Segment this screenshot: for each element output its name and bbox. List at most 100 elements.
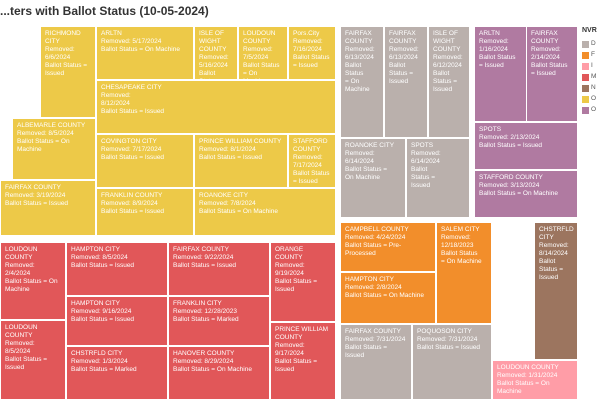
tile-label-line: 5/16/2024 [199, 62, 228, 69]
treemap-tile[interactable]: RICHMOND CITY Removed: 6/6/2024 Ballot Stat… [40, 26, 96, 118]
legend-item[interactable]: D [582, 40, 600, 49]
treemap-tile[interactable]: FAIRFAX COUNTY Removed: 7/31/2024 Ballot S… [340, 324, 412, 400]
treemap-tile[interactable]: ROANOKE CITY Removed: 6/14/2024 Ballot Stat… [340, 138, 406, 218]
treemap-tile[interactable]: FRANKLIN COUNTY Removed: 8/9/2024 Ballot S… [96, 188, 194, 236]
tile-label-line: 6/14/2024 [411, 158, 440, 165]
treemap-tile[interactable]: HANOVER COUNTY Removed: 8/29/2024 Ballot S… [168, 346, 270, 400]
tile-label-line: FAIRFAX [389, 30, 416, 37]
tile-label-line: Removed: [275, 342, 305, 349]
treemap-tile[interactable]: POQUOSON CITY Removed: 7/31/2024 Ballot St… [412, 324, 492, 400]
legend-label: F [591, 51, 595, 58]
tile-label-line: Ballot Status [441, 250, 478, 257]
tile-label-line: Removed: 2/8/2024 [345, 284, 402, 291]
tile-label-line: Ballot Status = [275, 278, 318, 285]
treemap-tile[interactable]: SPOTS Removed: 2/13/2024 Ballot Status = I… [474, 122, 578, 170]
legend-item[interactable]: I [582, 62, 600, 71]
treemap-tile[interactable]: ISLE OF WIGHT COUNTY Removed: 6/12/2024 Ballo… [428, 26, 470, 138]
tile-label-line: PRINCE WILLIAM [275, 326, 329, 333]
tile-label-line: COUNTY [433, 46, 461, 53]
treemap-tile[interactable]: CAMPBELL COUNTY Removed: 4/24/2024 Ballot … [340, 222, 436, 272]
treemap-tile[interactable]: CHSTRFLD CITY Removed: 8/14/2024 Ballot Statu… [534, 222, 578, 360]
tile-label-line: WIGHT [199, 38, 221, 45]
tile-label-line: ISLE OF [199, 30, 224, 37]
tile-label-line: CHSTRFLD CITY [71, 350, 123, 357]
legend-item[interactable]: F [582, 51, 600, 60]
tile-label-line: Ballot Status = On Machine [199, 208, 278, 215]
treemap-tile[interactable]: PRINCE WILLIAM COUNTY Removed: 8/1/2024 Ba… [194, 134, 288, 188]
treemap-tile[interactable]: HAMPTON CITY Removed: 9/16/2024 Ballot Sta… [66, 296, 168, 346]
treemap-tile[interactable]: HAMPTON CITY Removed: 2/8/2024 Ballot Stat… [340, 272, 436, 324]
tile-label-line: Removed: 7/31/2024 [345, 336, 406, 343]
tile-label-line: Ballot Status = [5, 356, 48, 363]
tile-label-line: ISLE OF [433, 30, 458, 37]
treemap-tile[interactable]: FAIRFAX COUNTY Removed: 6/13/2024 Ballot Sta… [340, 26, 384, 138]
treemap-tile[interactable]: SPOTS Removed: 6/14/2024 Ballot Status = Issu… [406, 138, 470, 218]
treemap-tile[interactable]: FAIRFAX COUNTY Removed: 2/14/2024 Ballot Sta… [526, 26, 578, 122]
tile-label-line: Ballot Status = Issued [101, 208, 165, 215]
treemap-tile[interactable]: ORANGE COUNTY Removed: 9/19/2024 Ballot Sta… [270, 242, 336, 322]
tile-label-line: 9/19/2024 [275, 270, 304, 277]
tile-label-line: LOUDOUN COUNTY [5, 324, 38, 339]
tile-label-line: Ballot Status = Issued [173, 262, 237, 269]
tile-label-line: FAIRFAX [345, 30, 372, 37]
tile-label-line: Removed: 7/8/2024 [199, 200, 256, 207]
legend-swatch [582, 85, 589, 92]
tile-label-line: = Issued [479, 62, 504, 69]
treemap-tile[interactable]: SALEM CITY Removed: 12/18/2023 Ballot Statu… [436, 222, 492, 324]
tile-label-line: Removed: 8/5/2024 [17, 130, 74, 137]
treemap-tile[interactable]: STAFFORD COUNTY Removed: 7/17/2024 Ballot St… [288, 134, 336, 188]
treemap-tile[interactable]: LOUDOUN COUNTY Removed: 1/31/2024 Ballot S… [492, 360, 578, 400]
tile-label-line: Ballot [389, 62, 406, 69]
treemap-tile[interactable]: FAIRFAX COUNTY Removed: 9/22/2024 Ballot S… [168, 242, 270, 296]
treemap-tile[interactable]: HAMPTON CITY Removed: 8/5/2024 Ballot Stat… [66, 242, 168, 296]
tile-label-line: Ballot Status [199, 70, 217, 79]
tile-label-line: Ballot Status = Issued [479, 142, 543, 149]
tile-label-line: 6/14/2024 [345, 158, 374, 165]
tile-label-line: Ballot Status = On Machine [101, 46, 180, 53]
treemap-tile[interactable]: Pors.City Removed: 7/16/2024 Ballot Status =… [288, 26, 336, 80]
treemap-tile[interactable]: LOUDOUN COUNTY Removed: 8/5/2024 Ballot St… [0, 320, 66, 400]
treemap-tile[interactable]: STAFFORD COUNTY Removed: 3/13/2024 Ballot … [474, 170, 578, 218]
treemap-tile[interactable]: CHESAPEAKE CITY Removed: 8/12/2024 Ballot S… [96, 80, 336, 134]
treemap-tile[interactable]: FAIRFAX COUNTY Removed: 3/19/2024 Ballot S… [0, 180, 96, 236]
tile-label-line: Removed: [539, 242, 569, 249]
tile-label-line: Ballot Status = Marked [71, 366, 137, 373]
legend-swatch [582, 107, 589, 114]
treemap-tile[interactable]: FAIRFAX COUNTY Removed: 6/13/2024 Ballot Stat… [384, 26, 428, 138]
tile-label-line: Ballot Status [243, 62, 280, 69]
treemap-tile[interactable]: ALBEMARLE COUNTY Removed: 8/5/2024 Ballot … [12, 118, 96, 180]
tile-label-line: FAIRFAX COUNTY [345, 328, 401, 335]
tile-label-line: Removed: 7/17/2024 [101, 146, 162, 153]
tile-label-line: FRANKLIN CITY [173, 300, 222, 307]
tile-label-line: ROANOKE CITY [345, 142, 395, 149]
treemap-tile[interactable]: LOUDOUN COUNTY Removed: 2/4/2024 Ballot St… [0, 242, 66, 320]
tile-label-line: Ballot Status = Issued [101, 154, 165, 161]
treemap-tile[interactable]: PRINCE WILLIAM COUNTY Removed: 9/17/2024 Bal… [270, 322, 336, 400]
tile-label-line: Removed: 1/3/2024 [71, 358, 128, 365]
tile-label-line: Machine [243, 78, 283, 79]
tile-label-line: FAIRFAX COUNTY [5, 184, 61, 191]
tile-label-line: Issued [275, 366, 295, 373]
treemap-tile[interactable]: ISLE OF WIGHT COUNTY Removed: 5/16/2024 Ballo… [194, 26, 238, 80]
treemap-tile[interactable]: FRANKLIN CITY Removed: 12/28/2023 Ballot S… [168, 296, 270, 346]
tile-label-line: RICHMOND CITY [45, 30, 81, 45]
tile-label-line: Removed: 8/1/2024 [199, 146, 256, 153]
treemap-tile[interactable]: LOUDOUN COUNTY Removed: 7/5/2024 Ballot Stat… [238, 26, 288, 80]
tile-label-line: Ballot Status = Marked [173, 316, 239, 323]
treemap-tile[interactable]: ARLTN Removed: 5/17/2024 Ballot Status = O… [96, 26, 194, 80]
tile-label-line: Removed: [411, 150, 441, 157]
treemap-tile[interactable]: COVINGTON CITY Removed: 7/17/2024 Ballot S… [96, 134, 194, 188]
tile-label-line: COUNTY [243, 38, 271, 45]
tile-label-line: CHESAPEAKE CITY [101, 84, 162, 91]
legend-item[interactable]: M [582, 73, 600, 82]
treemap-tile[interactable]: ROANOKE CITY Removed: 7/8/2024 Ballot Stat… [194, 188, 336, 236]
tile-label-line: Issued [5, 364, 25, 371]
legend-item[interactable]: O [582, 106, 600, 115]
tile-label-line: = Issued [531, 70, 556, 77]
treemap-tile[interactable]: CHSTRFLD CITY Removed: 1/3/2024 Ballot Sta… [66, 346, 168, 400]
tile-label-line: WIGHT [433, 38, 455, 45]
tile-label-line: Ballot Status [345, 62, 364, 77]
legend-item[interactable]: O [582, 95, 600, 104]
legend-item[interactable]: N [582, 84, 600, 93]
